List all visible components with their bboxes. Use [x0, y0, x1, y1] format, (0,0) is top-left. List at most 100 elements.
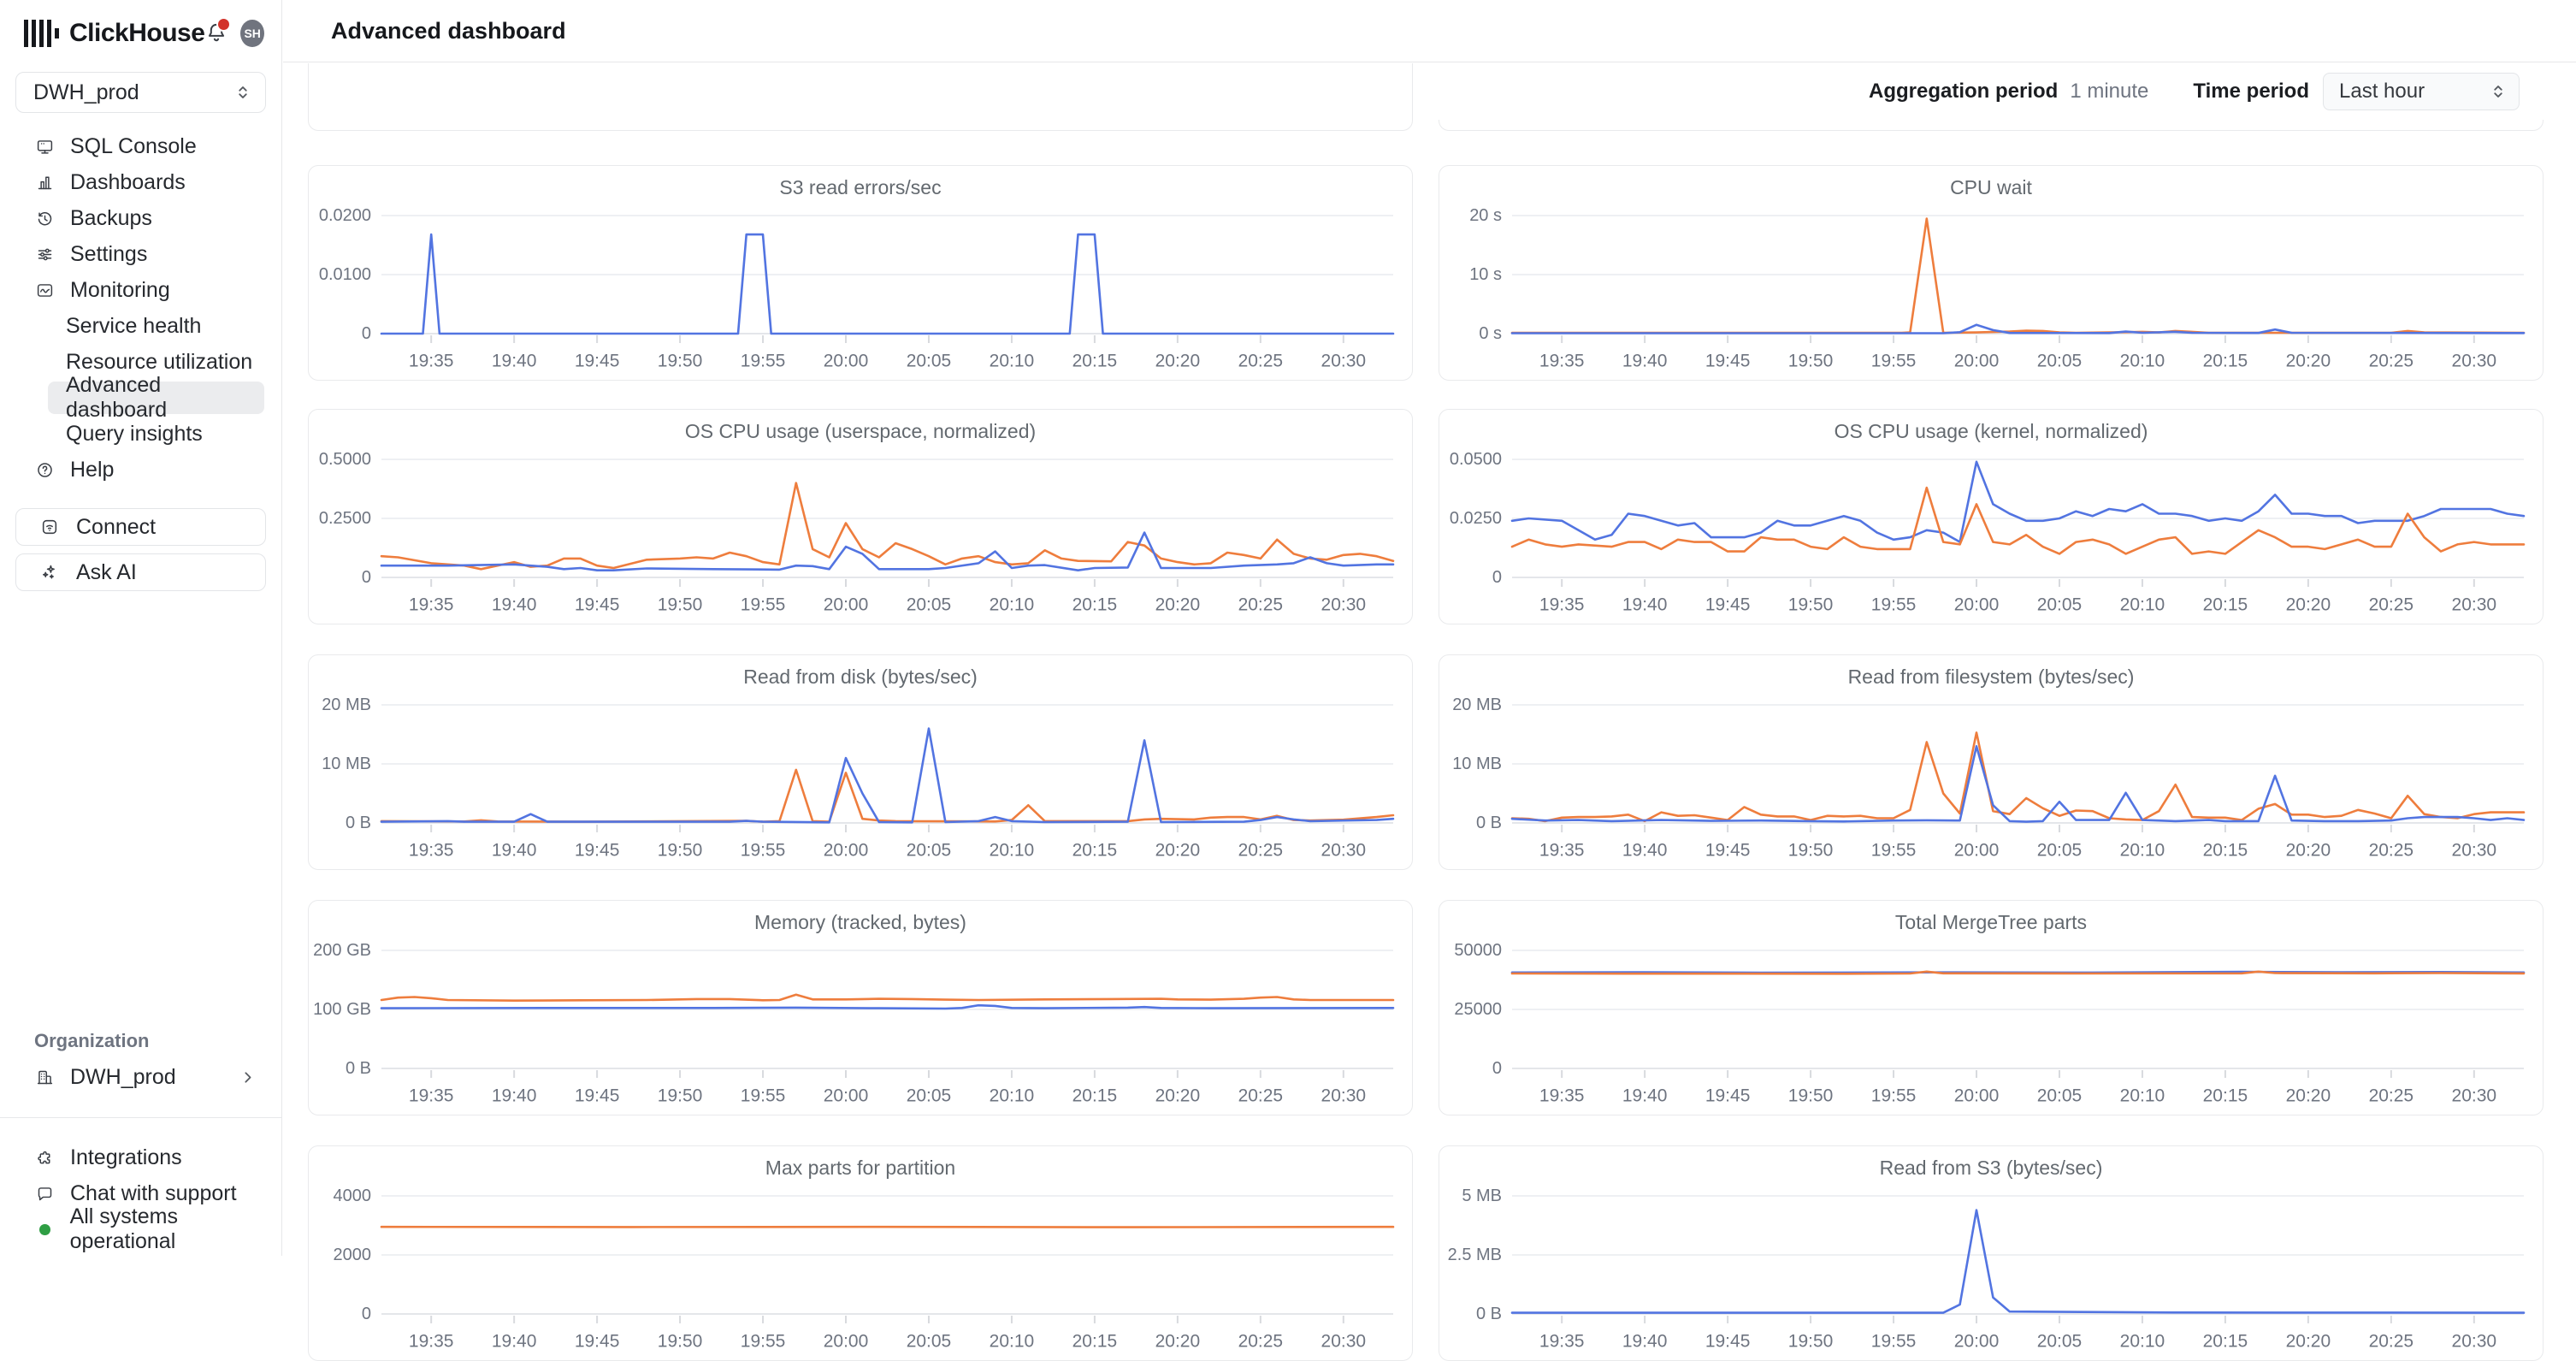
x-tick-label: 19:50	[658, 352, 703, 371]
sidebar-item-dashboards[interactable]: Dashboards	[0, 164, 281, 200]
series-line	[381, 729, 1393, 823]
service-selector[interactable]: DWH_prod	[15, 72, 266, 113]
sidebar-item-label: Monitoring	[70, 278, 170, 303]
sidebar-item-help[interactable]: Help	[0, 452, 281, 488]
series-line	[381, 483, 1393, 570]
avatar[interactable]: SH	[240, 20, 264, 47]
x-tick-label: 19:45	[575, 1332, 620, 1352]
x-tick-label: 20:30	[2452, 841, 2497, 861]
time-period-select[interactable]: Last hour	[2323, 73, 2520, 110]
sidebar-item-sql-console[interactable]: SQL Console	[0, 128, 281, 164]
organization-item[interactable]: DWH_prod	[0, 1059, 282, 1095]
x-tick-label: 19:40	[1622, 595, 1668, 615]
x-tick-label: 20:30	[1321, 595, 1367, 615]
footer-item-all-systems-operational[interactable]: All systems operational	[0, 1211, 282, 1247]
y-tick-label: 5 MB	[1462, 1186, 1502, 1205]
logo-row: ClickHouse SH	[0, 0, 281, 67]
sidebar-divider	[0, 1117, 282, 1118]
service-selector-value: DWH_prod	[33, 80, 139, 105]
notifications-bell-icon[interactable]	[204, 21, 228, 46]
x-tick-label: 20:20	[1155, 595, 1201, 615]
connect-button[interactable]: Connect	[15, 508, 266, 546]
y-tick-label: 0.0100	[319, 265, 371, 284]
y-tick-label: 0	[1492, 1059, 1502, 1078]
sidebar-item-backups[interactable]: Backups	[0, 200, 281, 236]
organization-name: DWH_prod	[70, 1065, 176, 1090]
x-tick-label: 20:25	[1238, 352, 1284, 371]
x-tick-label: 20:10	[2120, 595, 2165, 615]
footer-item-integrations[interactable]: Integrations	[0, 1139, 282, 1175]
x-tick-label: 20:20	[2286, 1332, 2331, 1352]
sidebar-item-label: Dashboards	[70, 170, 186, 195]
y-tick-label: 0 B	[346, 814, 371, 832]
x-tick-label: 20:25	[2369, 1332, 2414, 1352]
x-tick-label: 20:00	[824, 841, 869, 861]
x-tick-label: 20:30	[2452, 1332, 2497, 1352]
x-tick-label: 20:05	[2037, 352, 2083, 371]
y-tick-label: 0	[362, 324, 371, 343]
y-tick-label: 10 MB	[322, 754, 371, 773]
x-tick-label: 19:35	[1539, 352, 1585, 371]
aggregation-period-label: Aggregation period	[1869, 80, 2058, 104]
x-tick-label: 19:45	[575, 1086, 620, 1106]
x-tick-label: 19:40	[492, 1086, 537, 1106]
x-tick-label: 19:55	[741, 1332, 786, 1352]
organization-section-label: Organization	[34, 1030, 149, 1052]
x-tick-label: 19:40	[492, 595, 537, 615]
x-tick-label: 20:25	[1238, 841, 1284, 861]
x-tick-label: 19:45	[1705, 1086, 1751, 1106]
x-tick-label: 19:35	[1539, 1332, 1585, 1352]
x-tick-label: 20:15	[2203, 1332, 2248, 1352]
x-tick-label: 19:50	[1788, 352, 1834, 371]
y-tick-label: 0.0500	[1450, 450, 1502, 469]
x-tick-label: 20:30	[1321, 841, 1367, 861]
sidebar-item-service-health[interactable]: Service health	[0, 308, 281, 344]
y-tick-label: 0	[362, 568, 371, 587]
y-tick-label: 50000	[1454, 941, 1502, 960]
x-tick-label: 20:25	[2369, 841, 2414, 861]
x-tick-label: 19:35	[1539, 1086, 1585, 1106]
y-tick-label: 0.0200	[319, 206, 371, 225]
integrations-icon	[36, 1149, 54, 1167]
ask-ai-button[interactable]: Ask AI	[15, 553, 266, 591]
x-tick-label: 19:50	[658, 595, 703, 615]
x-tick-label: 19:45	[1705, 352, 1751, 371]
series-line	[1512, 462, 2524, 542]
series-line	[381, 995, 1393, 1001]
x-tick-label: 20:10	[990, 1086, 1035, 1106]
x-tick-label: 19:50	[658, 841, 703, 861]
x-tick-label: 19:40	[492, 352, 537, 371]
x-tick-label: 20:30	[2452, 1086, 2497, 1106]
sidebar-item-advanced-dashboard[interactable]: Advanced dashboard	[48, 382, 264, 414]
sidebar-item-settings[interactable]: Settings	[0, 236, 281, 272]
x-tick-label: 19:45	[575, 841, 620, 861]
x-tick-label: 20:30	[1321, 1086, 1367, 1106]
x-tick-label: 20:15	[2203, 1086, 2248, 1106]
topbar: Advanced dashboard	[283, 0, 2576, 62]
y-tick-label: 20 s	[1469, 206, 1502, 225]
x-tick-label: 19:45	[575, 352, 620, 371]
x-tick-label: 20:20	[2286, 352, 2331, 371]
sidebar-item-label: Query insights	[66, 422, 203, 447]
sidebar: ClickHouse SH DWH_prod SQL Console Dashbo…	[0, 0, 282, 1256]
x-tick-label: 19:50	[658, 1086, 703, 1106]
status-dot	[39, 1224, 50, 1235]
sidebar-item-monitoring[interactable]: Monitoring	[0, 272, 281, 308]
x-tick-label: 20:00	[1954, 1332, 2000, 1352]
x-tick-label: 20:30	[1321, 1332, 1367, 1352]
x-tick-label: 20:10	[990, 352, 1035, 371]
sidebar-item-label: Service health	[66, 314, 201, 339]
x-tick-label: 19:55	[741, 1086, 786, 1106]
dashboards-icon	[36, 174, 54, 192]
x-tick-label: 20:15	[1072, 1332, 1118, 1352]
partial-chart-card-left	[308, 63, 1413, 131]
x-tick-label: 20:15	[2203, 352, 2248, 371]
